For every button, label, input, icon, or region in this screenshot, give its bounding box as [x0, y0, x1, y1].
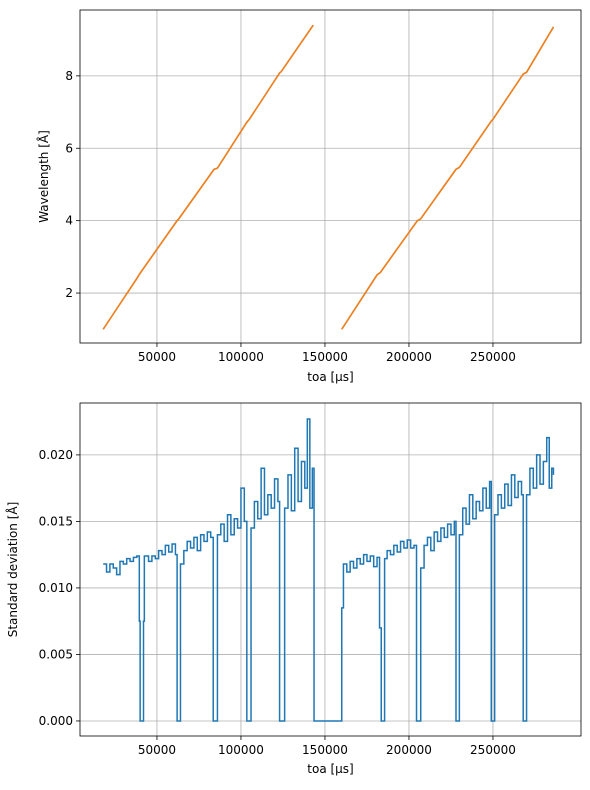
x-tick-label: 250000 [470, 350, 516, 364]
y-tick-label: 0.015 [39, 514, 73, 528]
x-tick-label: 200000 [386, 350, 432, 364]
y-tick-label: 2 [65, 286, 73, 300]
y-tick-label: 0.000 [39, 714, 73, 728]
axes-frame [79, 402, 582, 737]
y-tick-label: 0.005 [39, 647, 73, 661]
x-tick-label: 100000 [218, 350, 264, 364]
x-tick-label: 200000 [386, 743, 432, 757]
x-axis-label: toa [µs] [307, 762, 353, 776]
axes-frame [79, 9, 582, 344]
y-tick-label: 0.020 [39, 448, 73, 462]
data-line [102, 24, 555, 330]
x-tick-label: 250000 [470, 743, 516, 757]
x-tick-label: 100000 [218, 743, 264, 757]
y-tick-label: 6 [65, 141, 73, 155]
x-axis-label: toa [µs] [307, 370, 353, 384]
y-axis-label: Wavelength [Å] [36, 130, 51, 223]
y-tick-label: 4 [65, 214, 73, 228]
x-tick-label: 50000 [138, 350, 176, 364]
x-tick-label: 150000 [302, 350, 348, 364]
y-tick-label: 8 [65, 69, 73, 83]
x-tick-label: 150000 [302, 743, 348, 757]
y-axis-label: Standard deviation [Å] [5, 502, 20, 638]
x-tick-label: 50000 [138, 743, 176, 757]
data-line [103, 418, 555, 722]
y-tick-label: 0.010 [39, 581, 73, 595]
data-line [102, 24, 555, 330]
